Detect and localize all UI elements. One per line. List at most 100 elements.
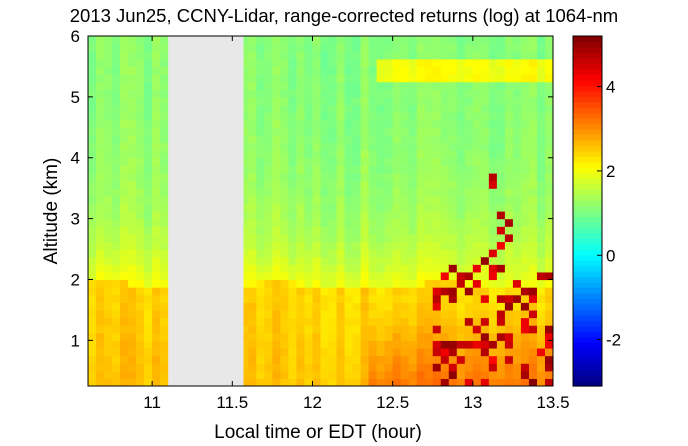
heatmap-cell: [504, 241, 514, 250]
heatmap-cell: [432, 370, 442, 379]
heatmap-cell: [296, 81, 306, 90]
heatmap-cell: [488, 203, 498, 212]
heatmap-cell: [352, 150, 362, 159]
heatmap-cell: [472, 294, 482, 303]
colorbar-swatch: [573, 347, 602, 354]
heatmap-cell: [96, 119, 105, 128]
heatmap-cell: [248, 36, 257, 45]
heatmap-cell: [440, 36, 450, 45]
heatmap-cell: [96, 74, 105, 83]
heatmap-cell: [544, 188, 553, 197]
heatmap-cell: [456, 271, 466, 281]
heatmap-cell: [488, 294, 498, 303]
heatmap-cell: [288, 134, 298, 144]
heatmap-cell: [104, 180, 113, 189]
heatmap-cell: [256, 89, 265, 98]
heatmap-cell: [104, 218, 113, 227]
heatmap-cell: [328, 271, 338, 281]
heatmap-cell: [152, 150, 161, 159]
heatmap-cell: [88, 150, 97, 159]
heatmap-cell: [520, 157, 530, 166]
heatmap-cell: [528, 51, 538, 60]
heatmap-cell: [344, 302, 354, 311]
heatmap-cell: [376, 363, 386, 372]
heatmap-cell: [112, 36, 121, 45]
heatmap-cell: [528, 347, 538, 357]
heatmap-cell: [424, 332, 434, 341]
heatmap-cell: [480, 325, 490, 334]
heatmap-cell: [256, 241, 265, 250]
heatmap-cell: [152, 378, 161, 386]
heatmap-cell: [496, 119, 506, 128]
heatmap-cell: [304, 112, 314, 121]
colorbar-swatch: [573, 128, 602, 136]
heatmap-cell: [392, 134, 402, 144]
heatmap-cell: [304, 172, 314, 182]
heatmap-cell: [256, 180, 265, 189]
heatmap-cell: [264, 264, 273, 273]
heatmap-cell: [352, 104, 362, 113]
heatmap-cell: [376, 241, 386, 250]
heatmap-cell: [120, 347, 129, 357]
heatmap-cell: [88, 325, 97, 334]
heatmap-cell: [416, 89, 426, 98]
heatmap-cell: [128, 104, 137, 113]
heatmap-cell: [336, 43, 346, 52]
heatmap-cell: [520, 279, 530, 288]
heatmap-cell: [384, 180, 394, 189]
heatmap-cell: [248, 157, 257, 166]
y-tick-label: 5: [71, 88, 80, 107]
heatmap-cell: [288, 347, 298, 357]
heatmap-cell: [488, 127, 498, 136]
colorbar-swatch: [573, 375, 602, 382]
heatmap-cell: [112, 332, 121, 341]
heatmap-cell: [264, 127, 273, 136]
heatmap-cell: [480, 355, 490, 364]
heatmap-cell: [432, 233, 442, 243]
heatmap-cell: [400, 188, 410, 197]
heatmap-cell: [536, 66, 546, 75]
heatmap-cell: [272, 264, 282, 273]
heatmap-cell: [248, 188, 257, 197]
colorbar-swatch: [573, 238, 602, 245]
heatmap-cell: [248, 127, 257, 136]
heatmap-cell: [240, 256, 249, 265]
heatmap-cell: [320, 378, 330, 386]
heatmap-cell: [480, 264, 490, 273]
heatmap-cell: [352, 142, 362, 151]
heatmap-cell: [536, 233, 546, 243]
heatmap-cell: [416, 347, 426, 357]
heatmap-cell: [368, 347, 378, 357]
heatmap-cell: [384, 172, 394, 182]
heatmap-cell: [296, 43, 306, 52]
colorbar-swatch: [573, 112, 602, 119]
heatmap-cell: [400, 241, 410, 250]
heatmap-cell: [256, 51, 265, 60]
heatmap-cell: [152, 340, 161, 349]
heatmap-cell: [520, 271, 530, 281]
heatmap-cell: [536, 340, 546, 349]
heatmap-cell: [352, 66, 362, 75]
heatmap-cell: [160, 363, 169, 372]
heatmap-cell: [88, 294, 97, 303]
heatmap-cell: [272, 340, 282, 349]
heatmap-cell: [128, 370, 137, 379]
heatmap-cell: [304, 271, 314, 281]
heatmap-cell: [240, 142, 249, 151]
heatmap-cell: [104, 233, 113, 243]
heatmap-cell: [488, 233, 498, 243]
heatmap-cell: [88, 134, 97, 144]
heatmap-cell: [320, 218, 330, 227]
heatmap-cell: [136, 211, 145, 220]
heatmap-cell: [264, 51, 273, 60]
heatmap-cell: [312, 43, 322, 52]
heatmap-cell: [272, 256, 282, 265]
colorbar-swatch: [573, 254, 602, 261]
heatmap-cell: [376, 203, 386, 212]
heatmap-cell: [88, 218, 97, 227]
heatmap-cell: [344, 218, 354, 227]
heatmap-cell: [160, 104, 169, 113]
heatmap-cell: [272, 363, 282, 372]
heatmap-cell: [376, 89, 386, 98]
heatmap-cell: [352, 218, 362, 227]
